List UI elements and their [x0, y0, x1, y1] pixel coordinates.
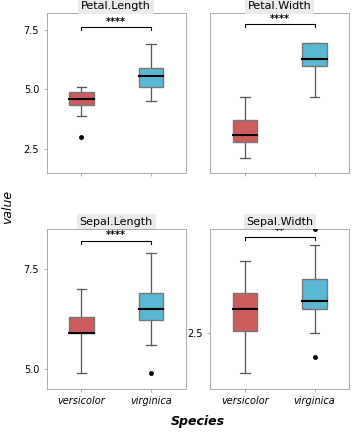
FancyBboxPatch shape [69, 92, 94, 105]
FancyBboxPatch shape [233, 120, 257, 143]
FancyBboxPatch shape [233, 293, 257, 331]
Text: ****: **** [106, 230, 126, 240]
Text: value: value [1, 191, 14, 224]
Text: ****: **** [106, 17, 126, 27]
FancyBboxPatch shape [302, 44, 327, 66]
Title: Sepal.Width: Sepal.Width [246, 217, 314, 227]
FancyBboxPatch shape [302, 279, 327, 309]
Text: Species: Species [171, 415, 225, 428]
Title: Petal.Width: Petal.Width [248, 1, 312, 11]
Title: Petal.Length: Petal.Length [81, 1, 151, 11]
FancyBboxPatch shape [139, 293, 163, 320]
FancyBboxPatch shape [69, 317, 94, 333]
Text: ****: **** [270, 14, 290, 24]
Title: Sepal.Length: Sepal.Length [80, 217, 153, 227]
FancyBboxPatch shape [139, 68, 163, 87]
Text: **: ** [275, 226, 285, 236]
